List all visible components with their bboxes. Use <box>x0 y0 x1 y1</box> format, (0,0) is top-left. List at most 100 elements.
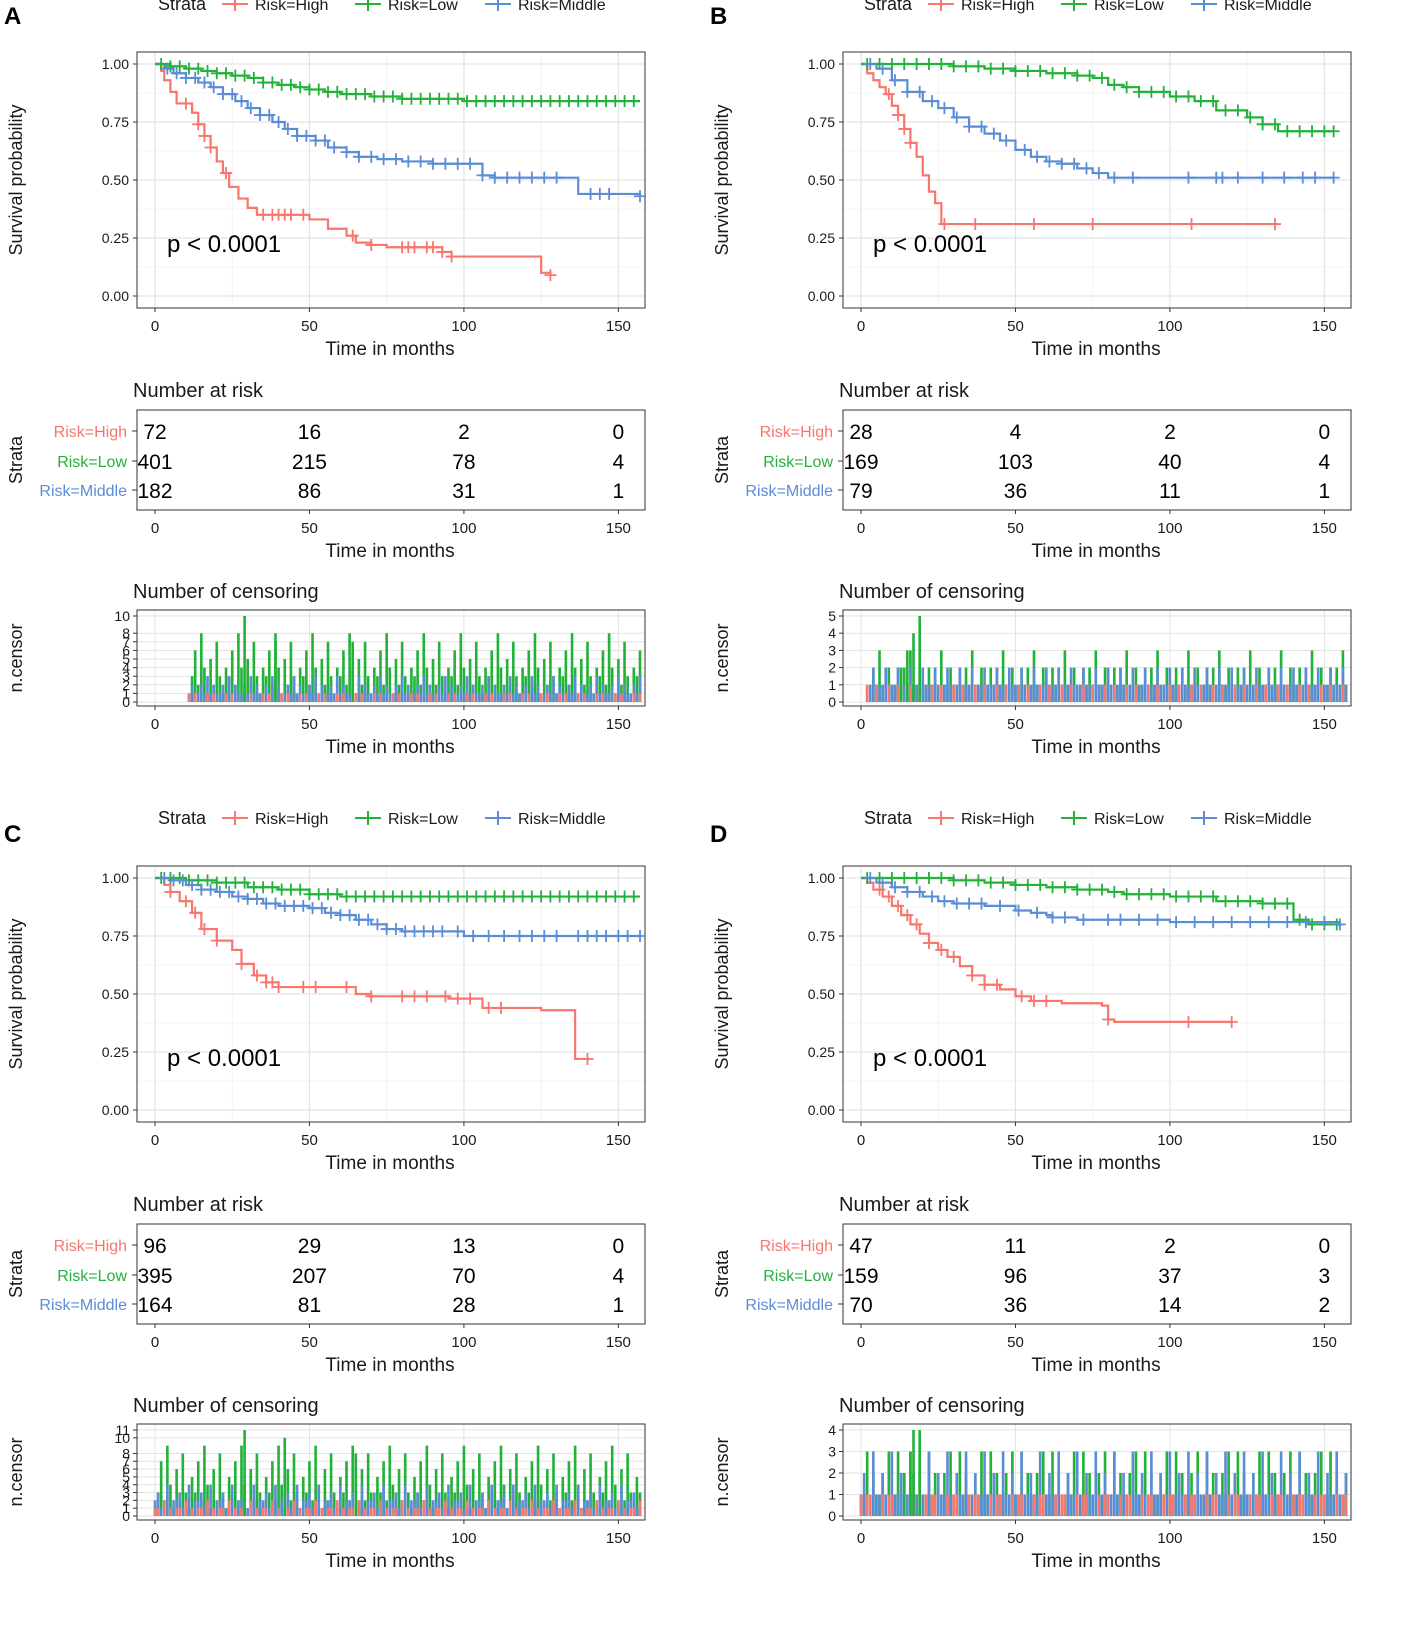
y-tick-label: 3 <box>122 668 130 684</box>
censor-bar-middle <box>200 684 203 702</box>
censor-bar-middle <box>456 693 460 702</box>
censor-bar-high <box>1017 1494 1020 1516</box>
censor-mark <box>873 883 886 896</box>
censor-bar-middle <box>1162 684 1166 702</box>
censor-bar-low <box>1041 1451 1045 1516</box>
censor-bar-middle <box>946 667 949 702</box>
censor-bar-middle <box>946 1451 949 1516</box>
censor-mark <box>1182 90 1195 103</box>
risk-cell: 29 <box>298 1235 321 1258</box>
censor-bar-middle <box>1307 1473 1311 1516</box>
censor-mark <box>1306 125 1319 138</box>
censor-bar-middle <box>1261 1451 1264 1516</box>
censor-mark <box>340 146 353 159</box>
censor-bar-low <box>601 1492 605 1516</box>
censor-mark <box>938 218 951 231</box>
censor-bar-middle <box>1245 1494 1249 1516</box>
censor-mark <box>1031 150 1044 163</box>
censor-bar-middle <box>986 1494 989 1516</box>
censor-bar-middle <box>1116 1494 1119 1516</box>
censor-bar-middle <box>1085 684 1088 702</box>
censor-bar-high <box>230 693 234 702</box>
censor-bar-high <box>175 1508 178 1516</box>
censor-bar-low <box>413 1476 416 1516</box>
censor-bar-middle <box>373 1492 376 1516</box>
survival-plot: 0.00 0.25 0.50 0.75 1.00 0 50 100 150 Time in mon… <box>6 865 646 1174</box>
x-axis-label: Time in months <box>1031 541 1160 562</box>
censor-bar-middle <box>1245 684 1249 702</box>
censor-mark <box>176 874 189 887</box>
risk-row-label: Risk=High <box>54 1238 127 1255</box>
censor-bar-middle <box>1304 667 1308 702</box>
censor-bar-middle <box>462 693 466 702</box>
censor-bar-low <box>376 676 379 702</box>
x-tick-label: 150 <box>606 716 631 733</box>
censor-bar-high <box>930 1494 934 1516</box>
censor-bar-low <box>292 1453 296 1516</box>
censor-mark <box>1185 218 1198 231</box>
censor-bar-high <box>184 1500 188 1516</box>
censor-bar-middle <box>227 676 231 702</box>
censor-mark <box>331 888 344 901</box>
censor-bar-middle <box>524 1492 528 1516</box>
censor-mark <box>913 885 926 898</box>
censor-bar-high <box>1177 684 1181 702</box>
y-tick-label: 8 <box>122 1445 130 1461</box>
y-tick-label: 1 <box>122 685 130 701</box>
censor-bar-middle <box>921 667 925 702</box>
censor-bar-low <box>437 641 441 702</box>
censor-bar-middle <box>1140 684 1144 702</box>
censor-bar-middle <box>403 693 407 702</box>
censor-mark <box>864 58 877 70</box>
censor-bar-low <box>601 650 605 702</box>
censor-bar-low <box>635 676 639 702</box>
censor-mark <box>1194 95 1207 108</box>
y-tick-label: 0.75 <box>102 928 129 944</box>
censor-bar-middle <box>927 684 931 702</box>
censor-bar-low <box>583 1469 586 1516</box>
censor-bar-high <box>977 1494 980 1516</box>
censor-bar-high <box>1125 1494 1128 1516</box>
risk-table: Number at risk Risk=High 47 11 2 0 Risk=Low 159… <box>712 1194 1352 1376</box>
censor-mark <box>238 876 251 889</box>
censor-bar-middle <box>376 1508 379 1516</box>
censor-bar-low <box>230 650 234 702</box>
censor-bar-middle <box>490 1484 494 1516</box>
censor-mark <box>966 969 979 982</box>
censor-bar-middle <box>1279 667 1283 702</box>
censor-mark <box>451 157 464 170</box>
censor-bar-middle <box>246 693 249 702</box>
censor-bar-low <box>1143 1451 1147 1516</box>
censor-bar-middle <box>961 1494 965 1516</box>
censor-bar-middle <box>915 1494 918 1516</box>
legend-item: Risk=High <box>961 0 1034 14</box>
censor-bar-middle <box>308 1492 311 1516</box>
censor-bar-middle <box>339 1484 342 1516</box>
censor-bar-middle <box>1011 684 1014 702</box>
censor-bar-middle <box>178 1492 182 1516</box>
censor-mark <box>226 88 239 101</box>
censor-bar-high <box>255 1508 259 1516</box>
censor-mark <box>1281 916 1294 929</box>
censor-bar-middle <box>533 693 537 702</box>
censor-bar-middle <box>1208 684 1212 702</box>
x-tick-label: 0 <box>857 1132 865 1149</box>
censor-bar-high <box>539 693 543 702</box>
censor-mark <box>1207 916 1220 929</box>
risk-cell: 2 <box>1319 1294 1331 1317</box>
censor-bar-low <box>1063 650 1067 702</box>
censor-bar-high <box>169 1508 172 1516</box>
censor-bar-middle <box>533 1484 537 1516</box>
censor-bar-middle <box>271 676 274 702</box>
censor-bar-middle <box>893 1494 897 1516</box>
censor-bar-middle <box>1267 667 1271 702</box>
censor-bar-middle <box>1267 1494 1271 1516</box>
censor-bar-middle <box>1063 684 1067 702</box>
censor-bar-low <box>169 1484 172 1516</box>
y-tick-label: 0 <box>122 694 130 710</box>
x-tick-label: 100 <box>451 1132 476 1149</box>
censor-mark <box>436 245 449 258</box>
y-tick-label: 1.00 <box>808 56 835 72</box>
censor-bar-high <box>995 1494 999 1516</box>
risk-cell: 11 <box>1005 1235 1027 1258</box>
